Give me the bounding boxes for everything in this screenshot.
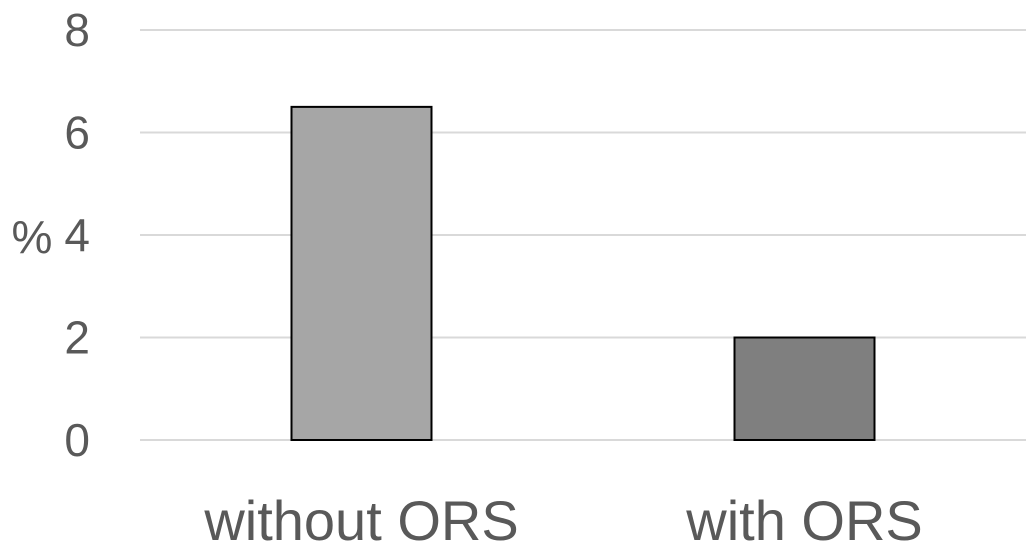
y-tick-label: 2 [64, 312, 90, 364]
x-axis-category-labels: without ORS with ORS [203, 489, 922, 546]
y-tick-label: 6 [64, 107, 90, 159]
y-tick-label: 0 [64, 414, 90, 466]
y-axis-label: % [12, 211, 53, 263]
bars [290, 105, 876, 441]
x-category-label: without ORS [203, 489, 518, 546]
bar-without-ors [290, 105, 433, 441]
y-tick-label: 8 [64, 4, 90, 56]
bar-with-ors [733, 336, 876, 441]
gridlines [140, 29, 1026, 441]
x-category-label: with ORS [685, 489, 923, 546]
y-tick-label: 4 [64, 209, 90, 261]
y-axis-tick-labels: 0 2 4 6 8 [64, 4, 90, 466]
